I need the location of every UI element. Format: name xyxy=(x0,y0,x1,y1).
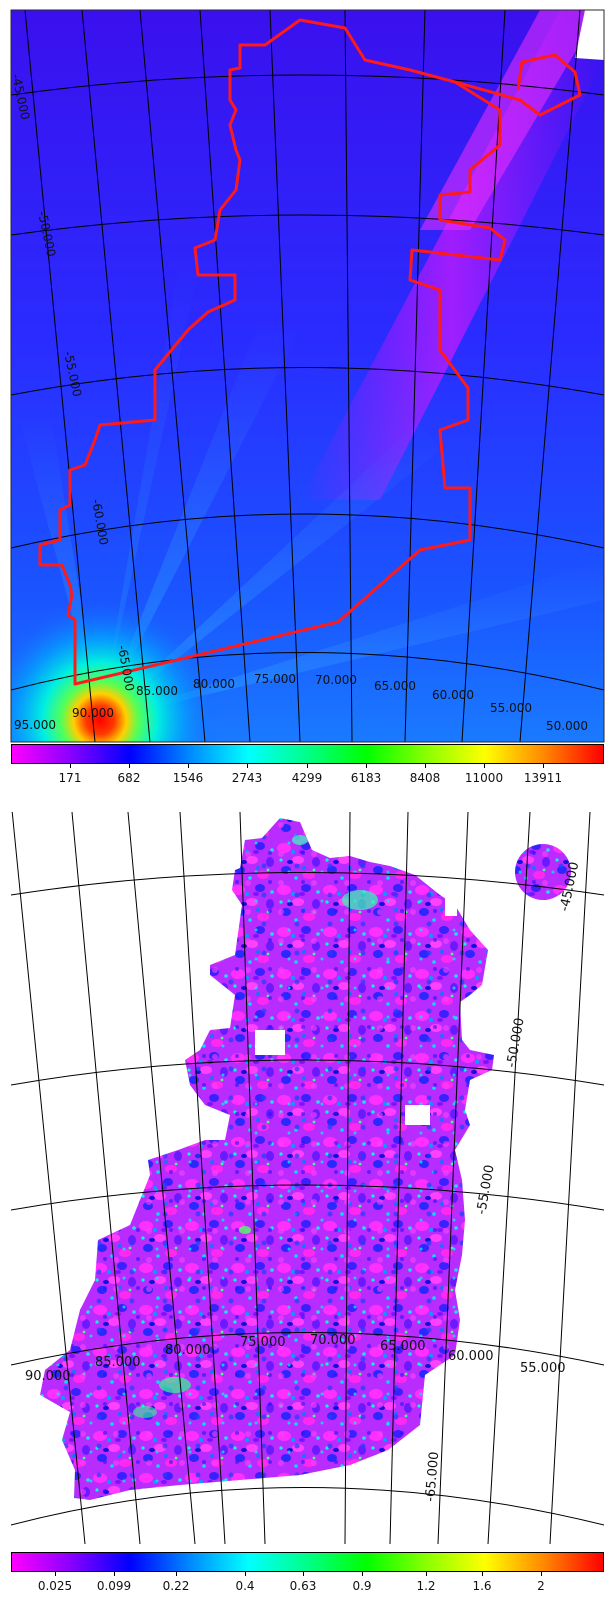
ra-label: 85.000 xyxy=(136,684,178,698)
significance-colorbar: 0.025 0.099 0.22 0.4 0.63 0.9 1.2 1.6 2 xyxy=(11,1552,604,1598)
exposure-map-panel: 95.000 90.000 85.000 80.000 75.000 70.00… xyxy=(0,0,615,752)
footprint-gaps xyxy=(255,888,457,1125)
ra-axis-labels: 95.000 90.000 85.000 80.000 75.000 70.00… xyxy=(14,672,588,733)
colorbar-gradient xyxy=(11,744,604,764)
colorbar-tick-label: 1.6 xyxy=(472,1579,492,1593)
colorbar-tick-label: 0.63 xyxy=(289,1579,317,1593)
significance-map-panel: 90.000 85.000 80.000 75.000 70.000 65.00… xyxy=(0,812,615,1544)
ra-label: 70.000 xyxy=(310,1333,356,1348)
dec-label: -55.000 xyxy=(474,1164,497,1216)
colorbar-tick-mark xyxy=(426,1572,427,1576)
colorbar-tick-label: 13911 xyxy=(523,771,563,785)
ra-label: 80.000 xyxy=(165,1343,211,1358)
colorbar-tick-mark xyxy=(484,764,485,768)
colorbar-tick-label: 0.22 xyxy=(162,1579,190,1593)
survey-footprint-outline xyxy=(38,18,507,686)
dec-label: -65.000 xyxy=(423,1451,442,1502)
ra-label: 75.000 xyxy=(240,1335,286,1350)
colorbar-tick-label: 1.2 xyxy=(416,1579,436,1593)
ra-label: 90.000 xyxy=(25,1369,71,1384)
colorbar-tick-mark xyxy=(425,764,426,768)
colorbar-tick-mark xyxy=(482,1572,483,1576)
colorbar-tick-label: 8408 xyxy=(409,771,441,785)
colorbar-tick-mark xyxy=(114,1572,115,1576)
ra-label: 80.000 xyxy=(193,677,235,691)
outlier-field-outline xyxy=(454,53,582,117)
dec-gridlines xyxy=(10,872,605,1526)
ra-label: 95.000 xyxy=(14,718,56,732)
colorbar-tick-mark xyxy=(247,764,248,768)
ra-label: 65.000 xyxy=(380,1339,426,1354)
ra-label: 90.000 xyxy=(72,706,114,720)
colorbar-tick-mark xyxy=(55,1572,56,1576)
bright-source-hotspot xyxy=(11,600,220,742)
ra-gridlines xyxy=(11,812,591,1544)
colorbar-tick-label: 2743 xyxy=(231,771,263,785)
colorbar-tick-label: 0.4 xyxy=(235,1579,255,1593)
colorbar-tick-mark xyxy=(362,1572,363,1576)
ra-label: 70.000 xyxy=(315,673,357,687)
significance-footprint xyxy=(40,818,571,1500)
ra-gridlines xyxy=(24,10,581,742)
colorbar-tick-mark xyxy=(129,764,130,768)
colorbar-tick-mark xyxy=(176,1572,177,1576)
colorbar-tick-label: 0.099 xyxy=(96,1579,132,1593)
exposure-map: 95.000 90.000 85.000 80.000 75.000 70.00… xyxy=(9,9,605,743)
ra-label: 60.000 xyxy=(448,1349,494,1364)
significance-map: 90.000 85.000 80.000 75.000 70.000 65.00… xyxy=(10,812,605,1544)
ra-label: 55.000 xyxy=(520,1361,566,1376)
colorbar-tick-mark xyxy=(543,764,544,768)
colorbar-tick-label: 11000 xyxy=(464,771,504,785)
colorbar-tick-mark xyxy=(541,1572,542,1576)
ra-label: 85.000 xyxy=(95,1355,141,1370)
colorbar-tick-label: 682 xyxy=(117,771,141,785)
colorbar-tick-mark xyxy=(70,764,71,768)
ra-label: 65.000 xyxy=(374,679,416,693)
ra-label: 50.000 xyxy=(546,719,588,733)
colorbar-tick-mark xyxy=(188,764,189,768)
ra-axis-labels: 90.000 85.000 80.000 75.000 70.000 65.00… xyxy=(25,1333,566,1384)
colorbar-tick-mark xyxy=(245,1572,246,1576)
colorbar-tick-label: 6183 xyxy=(350,771,382,785)
colorbar-tick-mark xyxy=(366,764,367,768)
colorbar-tick-mark xyxy=(303,1572,304,1576)
dec-label: -50.000 xyxy=(504,1017,527,1069)
colorbar-tick-mark xyxy=(307,764,308,768)
colorbar-tick-label: 2 xyxy=(537,1579,545,1593)
colorbar-tick-label: 1546 xyxy=(172,771,204,785)
colorbar-tick-label: 0.025 xyxy=(37,1579,73,1593)
colorbar-tick-label: 0.9 xyxy=(352,1579,372,1593)
ra-label: 75.000 xyxy=(254,672,296,686)
colorbar-tick-label: 4299 xyxy=(291,771,323,785)
colorbar-tick-label: 171 xyxy=(58,771,82,785)
ra-label: 60.000 xyxy=(432,688,474,702)
ra-label: 55.000 xyxy=(490,701,532,715)
exposure-colorbar: 171 682 1546 2743 4299 6183 8408 11000 13911 xyxy=(11,744,604,792)
colorbar-gradient xyxy=(11,1552,604,1572)
